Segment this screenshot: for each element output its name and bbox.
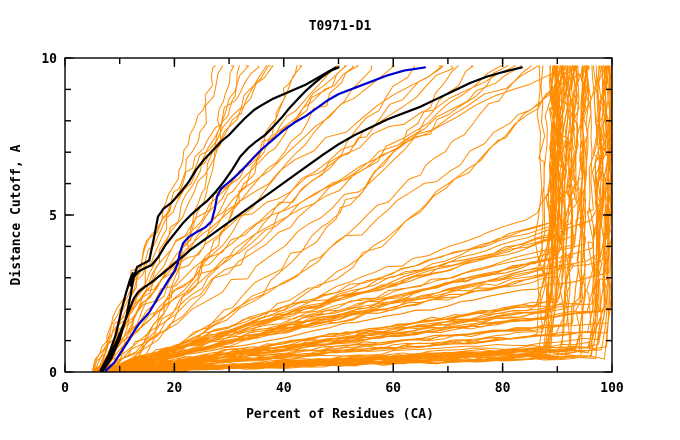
x-axis-label: Percent of Residues (CA) [246,407,434,422]
orange-curve [116,65,561,370]
orange-curve [100,65,598,371]
orange-curve [105,65,224,370]
orange-curve [107,65,532,370]
orange-curve [98,65,502,371]
orange-curve [100,65,274,371]
orange-curve [92,65,444,371]
orange-curve [113,65,609,370]
black-3 [101,66,523,372]
orange-curve [102,65,347,372]
orange-curve [113,65,474,371]
orange-curve [104,65,607,372]
x-tick-label: 60 [385,381,401,396]
orange-curve-group [91,65,613,372]
orange-curve [110,65,443,371]
orange-curve [114,65,340,370]
orange-curve [115,65,415,370]
orange-curve [105,65,602,371]
orange-curve [116,65,566,372]
blue-curve-group [104,66,427,372]
blue-1 [104,66,427,372]
y-tick-label: 0 [49,366,57,381]
orange-curve [98,65,541,371]
x-tick-label: 40 [276,381,292,396]
orange-curve [95,65,509,370]
orange-curve [93,65,570,371]
orange-curve [103,65,454,371]
orange-curve [99,65,272,371]
x-tick-label: 20 [167,381,183,396]
x-tick-label: 80 [495,381,511,396]
orange-curve [115,65,298,372]
y-tick-label: 10 [41,52,57,67]
black-2 [99,66,340,372]
y-tick-label: 5 [49,209,57,224]
orange-curve [99,65,588,372]
orange-curve [116,65,240,370]
orange-curve [107,65,571,370]
orange-curve [111,65,579,370]
orange-curve [105,65,584,371]
orange-curve [101,65,459,372]
orange-curve [96,65,359,371]
orange-curve [95,65,578,371]
orange-curve [91,65,613,372]
orange-curve [108,65,613,372]
orange-curve [101,65,395,372]
orange-curve [108,65,556,372]
orange-curve [92,65,589,372]
chart-title: T0971-D1 [309,19,372,34]
x-tick-label: 0 [61,381,69,396]
x-tick-label: 100 [600,381,624,396]
orange-curve [97,65,561,370]
axes-group: 0 20 40 60 80 100 0 5 10 [41,52,624,396]
orange-curve [108,65,613,372]
orange-curve [102,65,347,370]
y-axis-label: Distance Cutoff, A [9,144,24,285]
orange-curve [92,65,570,372]
orange-curve [113,65,570,371]
orange-curve [98,65,609,370]
orange-curve [92,65,523,371]
black-curve-group [99,66,523,372]
